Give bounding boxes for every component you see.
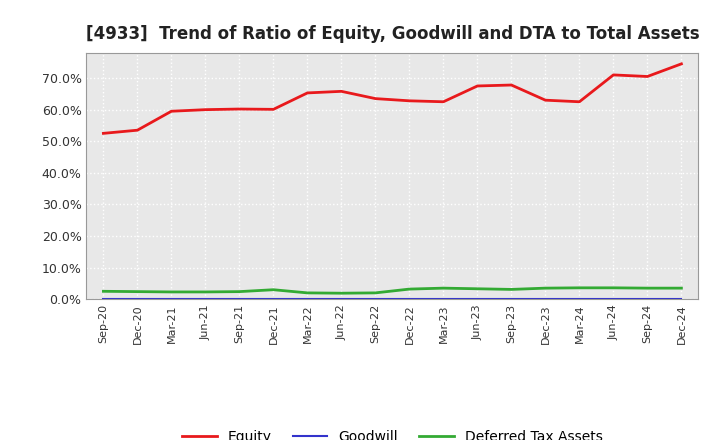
Equity <box>303 90 312 95</box>
Equity <box>439 99 448 104</box>
Deferred Tax Assets <box>201 289 210 294</box>
Line: Deferred Tax Assets: Deferred Tax Assets <box>104 288 681 293</box>
Deferred Tax Assets <box>575 285 584 290</box>
Equity <box>201 107 210 112</box>
Goodwill <box>99 296 108 301</box>
Goodwill <box>575 296 584 301</box>
Equity <box>473 83 482 88</box>
Equity <box>371 96 379 101</box>
Equity <box>405 98 414 103</box>
Deferred Tax Assets <box>439 286 448 291</box>
Equity <box>133 128 142 133</box>
Goodwill <box>303 296 312 301</box>
Deferred Tax Assets <box>541 286 550 291</box>
Deferred Tax Assets <box>269 287 278 292</box>
Deferred Tax Assets <box>133 289 142 294</box>
Goodwill <box>337 296 346 301</box>
Equity <box>269 107 278 112</box>
Deferred Tax Assets <box>167 289 176 294</box>
Equity <box>609 72 618 77</box>
Deferred Tax Assets <box>337 290 346 296</box>
Equity <box>507 82 516 88</box>
Goodwill <box>541 296 550 301</box>
Goodwill <box>473 296 482 301</box>
Equity <box>677 61 685 66</box>
Line: Equity: Equity <box>104 64 681 133</box>
Legend: Equity, Goodwill, Deferred Tax Assets: Equity, Goodwill, Deferred Tax Assets <box>176 425 608 440</box>
Equity <box>235 106 243 112</box>
Equity <box>167 109 176 114</box>
Goodwill <box>507 296 516 301</box>
Equity <box>99 131 108 136</box>
Title: [4933]  Trend of Ratio of Equity, Goodwill and DTA to Total Assets: [4933] Trend of Ratio of Equity, Goodwil… <box>86 25 699 43</box>
Deferred Tax Assets <box>303 290 312 296</box>
Deferred Tax Assets <box>473 286 482 291</box>
Goodwill <box>643 296 652 301</box>
Equity <box>337 89 346 94</box>
Deferred Tax Assets <box>235 289 243 294</box>
Deferred Tax Assets <box>507 287 516 292</box>
Goodwill <box>201 296 210 301</box>
Goodwill <box>609 296 618 301</box>
Deferred Tax Assets <box>405 286 414 292</box>
Goodwill <box>133 296 142 301</box>
Goodwill <box>677 296 685 301</box>
Deferred Tax Assets <box>371 290 379 296</box>
Equity <box>541 98 550 103</box>
Deferred Tax Assets <box>643 286 652 291</box>
Goodwill <box>235 296 243 301</box>
Goodwill <box>371 296 379 301</box>
Goodwill <box>405 296 414 301</box>
Goodwill <box>269 296 278 301</box>
Goodwill <box>439 296 448 301</box>
Deferred Tax Assets <box>677 286 685 291</box>
Deferred Tax Assets <box>609 285 618 290</box>
Equity <box>643 74 652 79</box>
Equity <box>575 99 584 104</box>
Goodwill <box>167 296 176 301</box>
Deferred Tax Assets <box>99 289 108 294</box>
